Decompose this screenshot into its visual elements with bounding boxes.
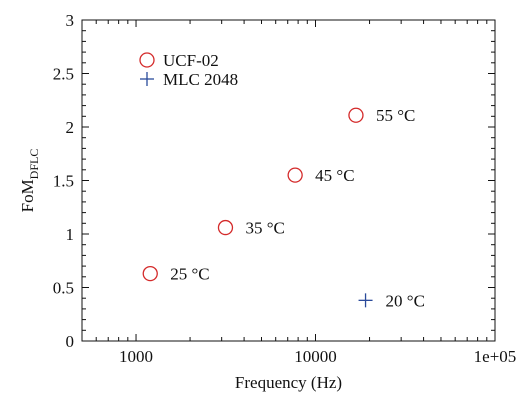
axis-ticks: 0 0.5 1 1.5 2 2.5 3 1000 10000 1e+05 <box>53 11 517 366</box>
y-tick-label: 0 <box>66 332 75 351</box>
data-marks: 25 °C 35 °C 45 °C 55 °C 20 °C <box>142 106 425 310</box>
y-axis-label: FoMDFLC <box>18 149 41 213</box>
x-tick-label: 1e+05 <box>474 347 517 366</box>
x-axis-label: Frequency (Hz) <box>235 373 342 392</box>
point-label: 25 °C <box>170 265 209 284</box>
legend-label: UCF-02 <box>163 51 219 70</box>
point-label: 45 °C <box>315 166 354 185</box>
y-tick-label: 1.5 <box>53 172 74 191</box>
y-tick-label: 2.5 <box>53 65 74 84</box>
y-tick-label: 3 <box>66 11 75 30</box>
circle-point <box>348 107 364 123</box>
circle-point <box>217 219 234 236</box>
y-tick-label: 0.5 <box>53 279 74 298</box>
legend-marker <box>140 72 154 86</box>
x-tick-label: 10000 <box>294 347 337 366</box>
legend-label: MLC 2048 <box>163 70 238 89</box>
circle-point <box>142 265 158 282</box>
x-tick-label: 1000 <box>119 347 153 366</box>
y-tick-label: 1 <box>66 225 75 244</box>
y-axis-label-sub: DFLC <box>27 149 41 180</box>
y-axis-label-main: FoM <box>18 179 37 212</box>
point-label: 20 °C <box>386 291 425 310</box>
y-tick-label: 2 <box>66 118 75 137</box>
plus-point <box>358 293 373 308</box>
circle-point <box>287 167 303 183</box>
point-label: 55 °C <box>376 106 415 125</box>
point-label: 35 °C <box>245 219 284 238</box>
plot-frame <box>81 19 496 342</box>
legend-marker <box>139 52 155 68</box>
